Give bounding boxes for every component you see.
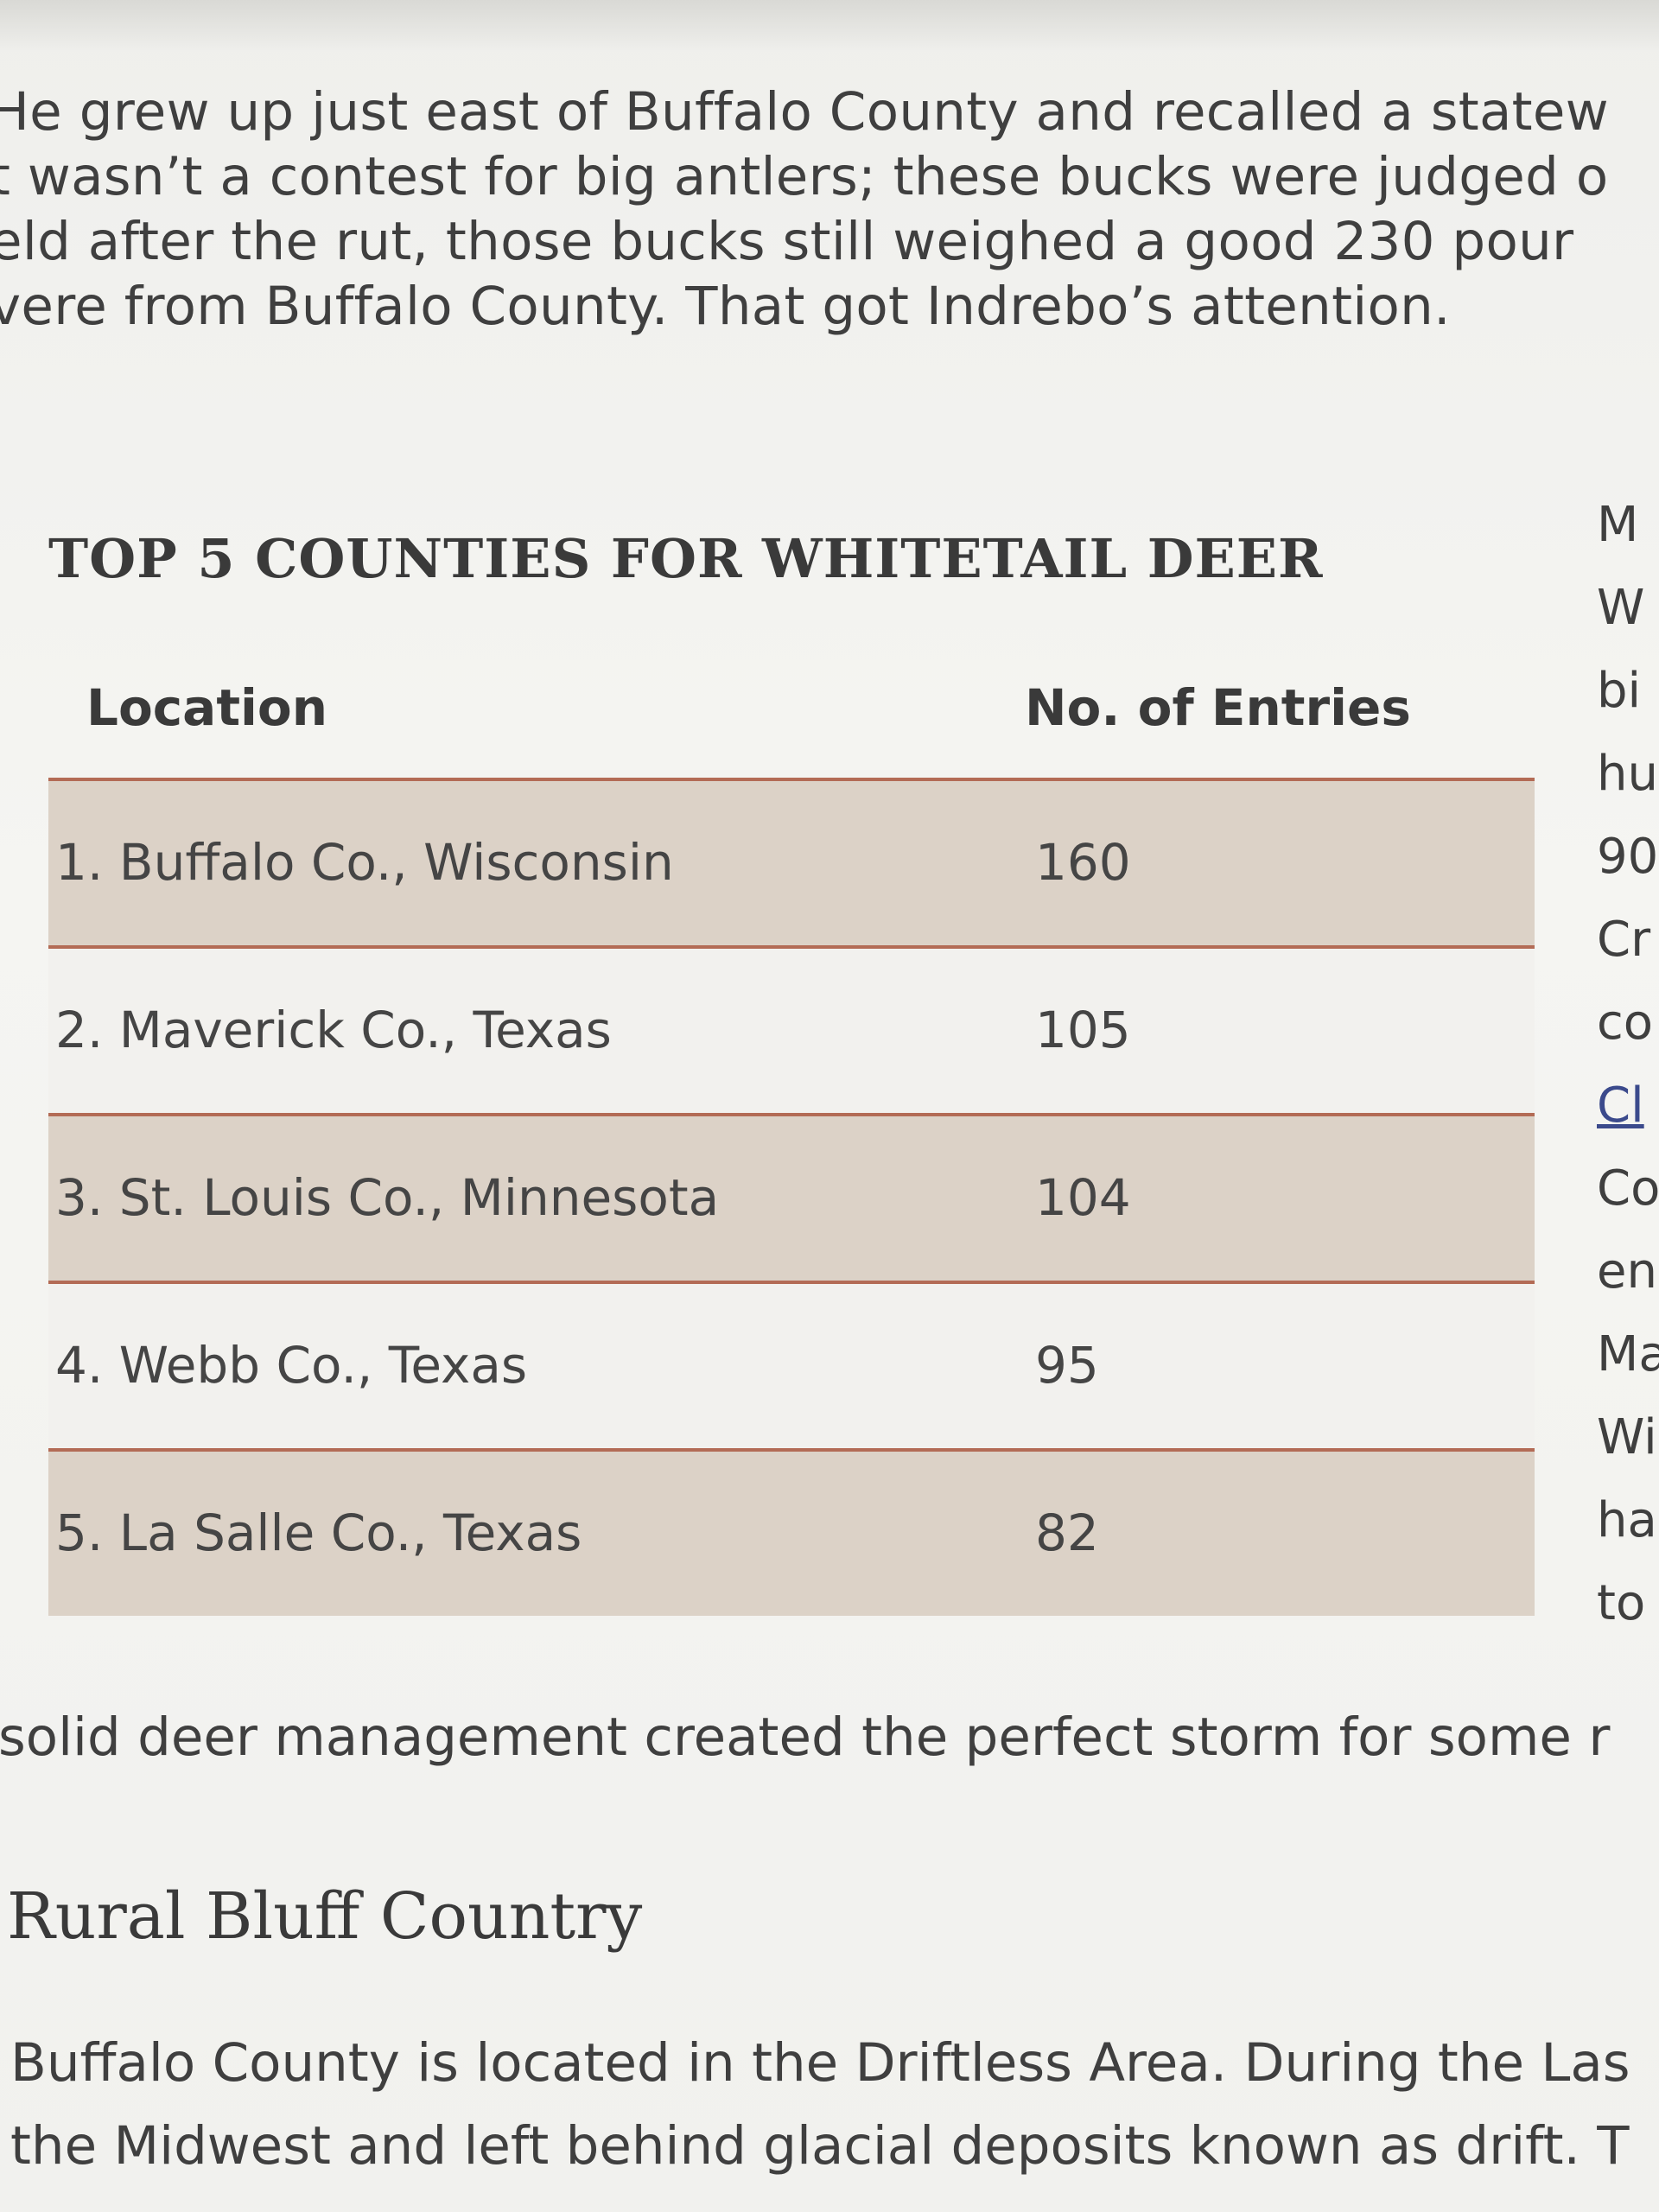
table-row: 3. St. Louis Co., Minnesota 104 <box>48 1113 1535 1281</box>
paragraph-line: solid deer management created the perfec… <box>0 1707 1611 1768</box>
side-text-fragment: ha <box>1597 1492 1657 1548</box>
paragraph-line: the Midwest and left behind glacial depo… <box>10 2115 1630 2177</box>
side-text-fragment: Cr <box>1597 912 1651 968</box>
table-row: 2. Maverick Co., Texas 105 <box>48 945 1535 1113</box>
side-text-fragment: Ma <box>1597 1326 1659 1382</box>
paragraph-line: Buffalo County is located in the Driftle… <box>10 2032 1630 2094</box>
side-text-fragment: to <box>1597 1575 1646 1631</box>
side-text-fragment: W <box>1597 580 1645 636</box>
side-text-fragment: M <box>1597 497 1639 553</box>
table-row: 5. La Salle Co., Texas 82 <box>48 1448 1535 1616</box>
table-row: 4. Webb Co., Texas 95 <box>48 1281 1535 1448</box>
side-text-fragment: co <box>1597 995 1654 1051</box>
table-title: TOP 5 COUNTIES FOR WHITETAIL DEER <box>48 527 1324 590</box>
cell-entries: 104 <box>1035 1168 1131 1227</box>
section-paragraph: Buffalo County is located in the Driftle… <box>10 2022 1659 2188</box>
cell-entries: 160 <box>1035 833 1131 892</box>
cropped-side-column: M W bi hu 90 Cr co Cl Co en Ma Wi ha to <box>1597 484 1659 1645</box>
top-edge-shadow <box>0 0 1659 52</box>
side-text-fragment: hu <box>1597 746 1658 802</box>
column-header-location: Location <box>86 678 328 737</box>
intro-line: eld after the rut, those bucks still wei… <box>0 211 1574 272</box>
intro-line: He grew up just east of Buffalo County a… <box>0 81 1609 143</box>
cell-entries: 95 <box>1035 1336 1099 1395</box>
cell-entries: 105 <box>1035 1001 1131 1059</box>
cell-entries: 82 <box>1035 1503 1099 1562</box>
section-heading: Rural Bluff Country <box>7 1879 643 1954</box>
side-text-fragment: bi <box>1597 663 1642 719</box>
intro-line: vere from Buffalo County. That got Indre… <box>0 276 1451 337</box>
table-row: 1. Buffalo Co., Wisconsin 160 <box>48 778 1535 945</box>
side-text-fragment: en <box>1597 1243 1657 1300</box>
side-text-fragment: Wi <box>1597 1409 1657 1465</box>
cell-location: 1. Buffalo Co., Wisconsin <box>55 833 674 892</box>
intro-line: t wasn’t a contest for big antlers; thes… <box>0 146 1609 207</box>
side-link-fragment[interactable]: Cl <box>1597 1077 1644 1134</box>
cell-location: 4. Webb Co., Texas <box>55 1336 528 1395</box>
cell-location: 2. Maverick Co., Texas <box>55 1001 612 1059</box>
intro-paragraph: He grew up just east of Buffalo County a… <box>0 79 1659 339</box>
table-body: 1. Buffalo Co., Wisconsin 160 2. Maveric… <box>48 778 1535 1616</box>
cell-location: 5. La Salle Co., Texas <box>55 1503 582 1562</box>
cell-location: 3. St. Louis Co., Minnesota <box>55 1168 720 1227</box>
side-text-fragment: 90 <box>1597 829 1659 885</box>
side-text-fragment: Co <box>1597 1160 1659 1217</box>
column-header-entries: No. of Entries <box>1025 678 1411 737</box>
